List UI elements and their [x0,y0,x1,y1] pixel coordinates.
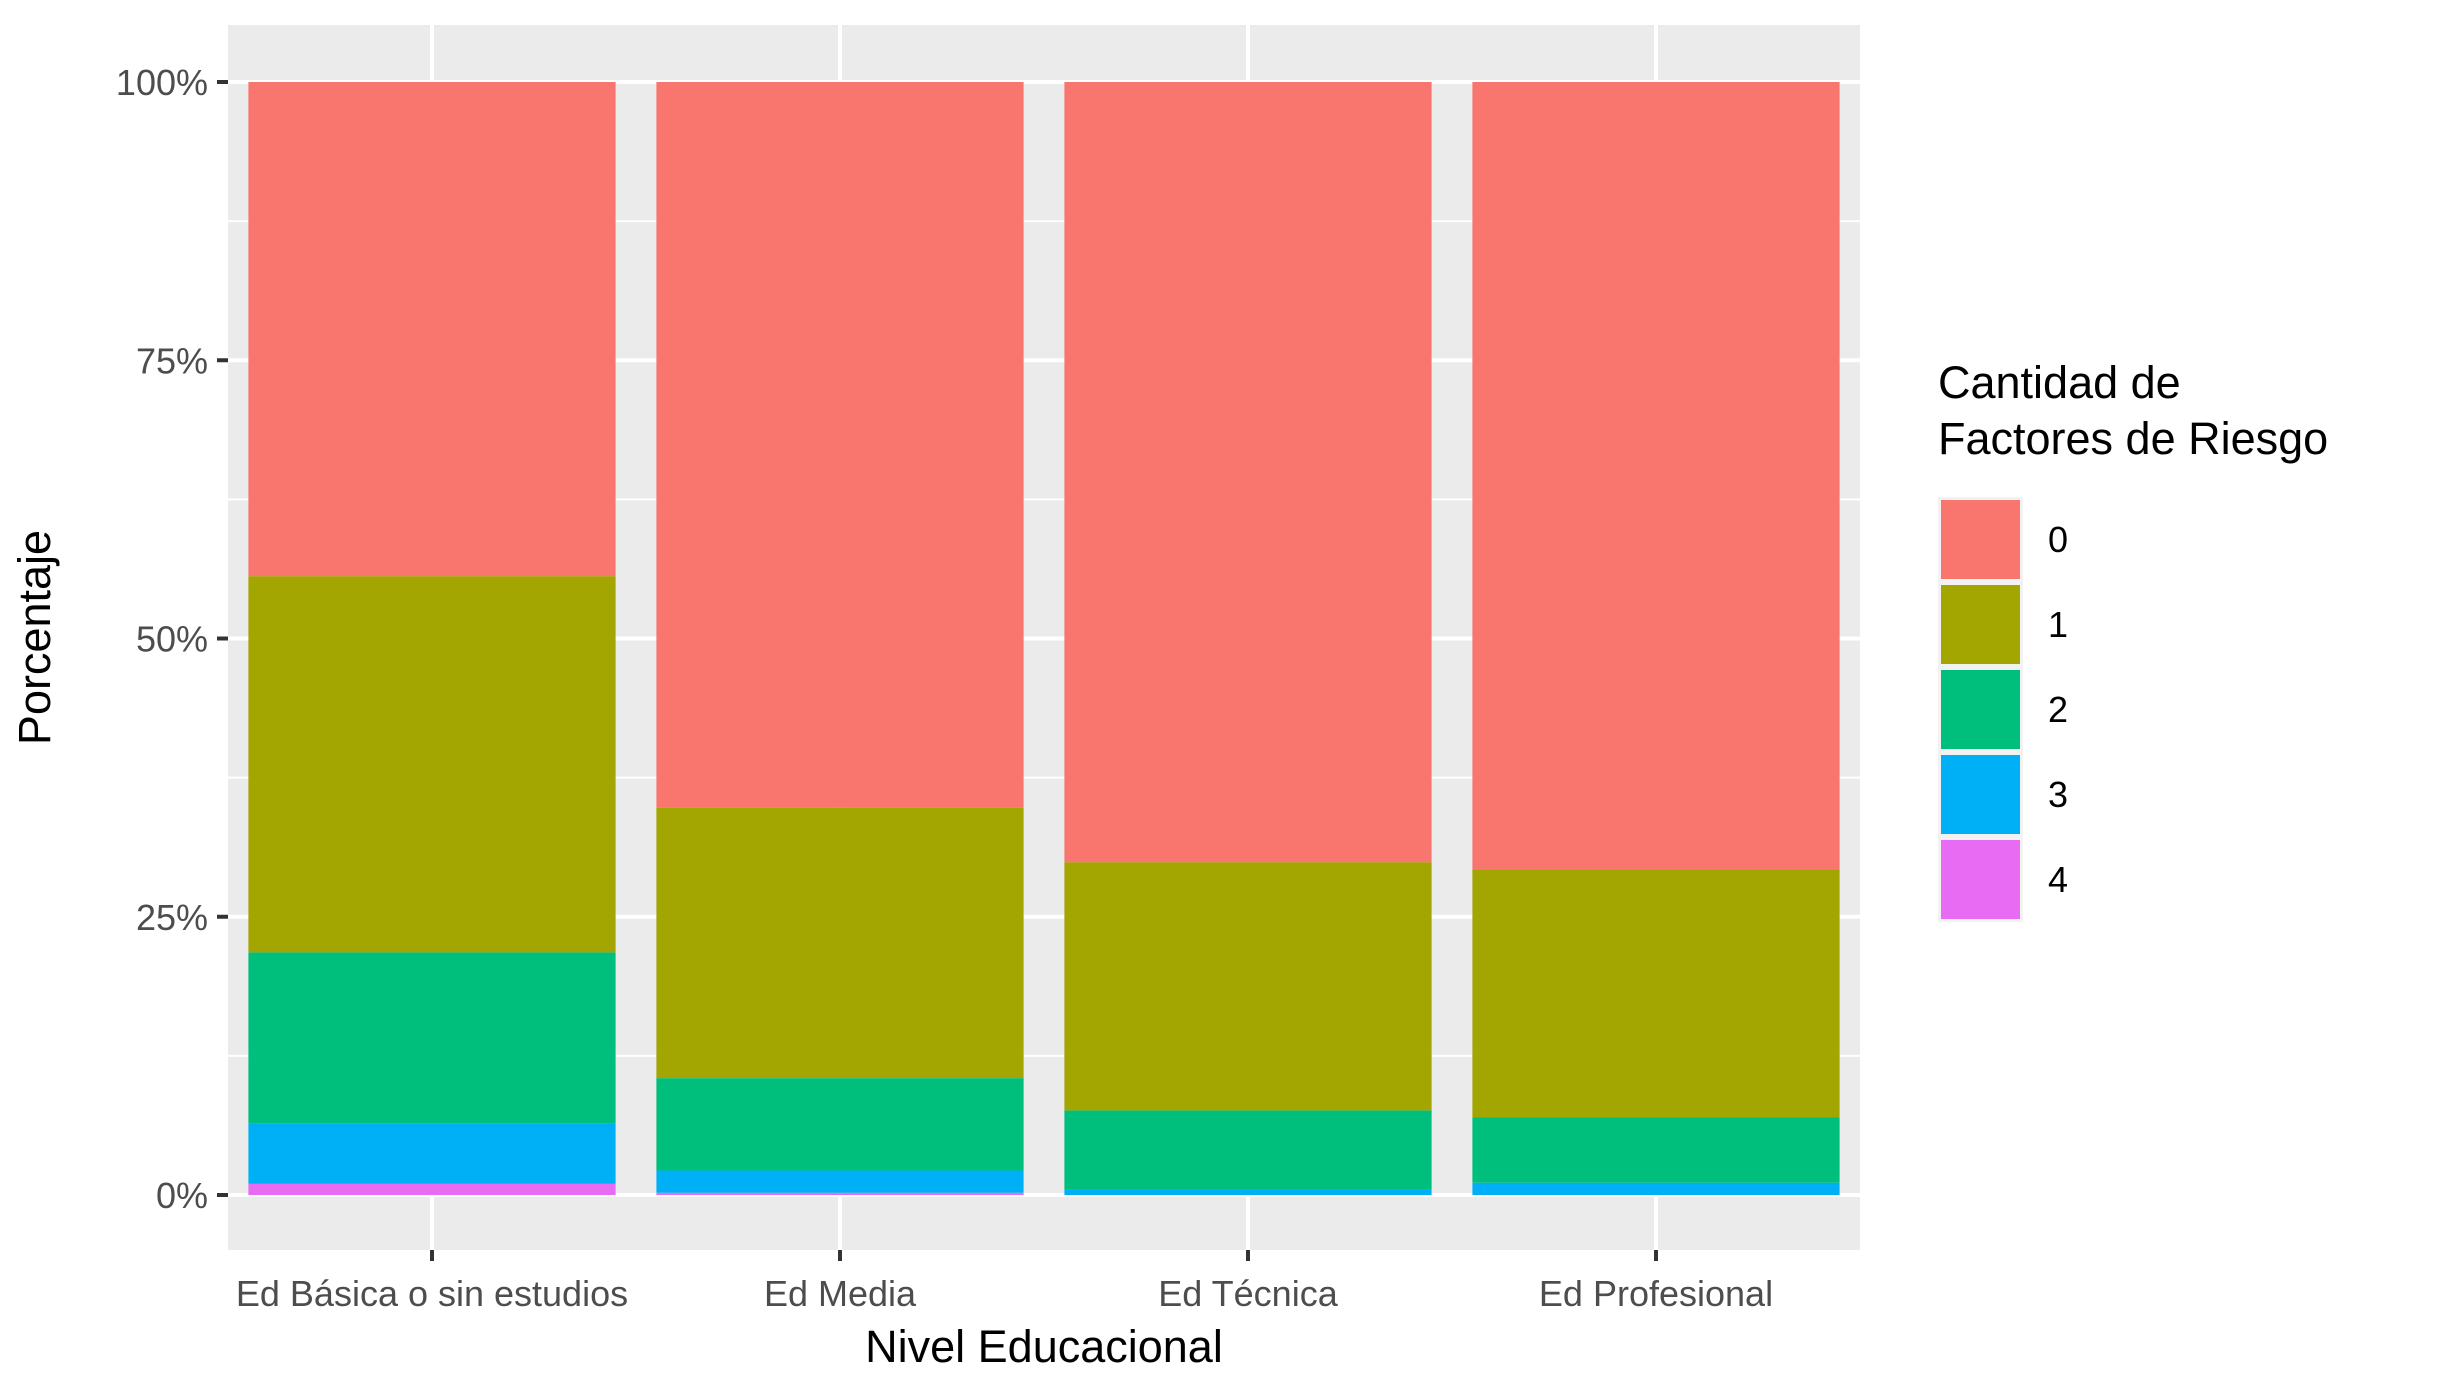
legend-label: 4 [2048,859,2068,900]
bar-segment-1 [1472,870,1840,1118]
bar-segment-4 [248,1183,616,1195]
bar-segment-2 [248,952,616,1124]
bar-segment-1 [656,807,1024,1079]
bar-segment-0 [1064,82,1432,863]
y-tick-label: 75% [136,340,208,381]
x-axis: Ed Básica o sin estudios Ed Media Ed Técni… [236,1250,1773,1314]
y-axis-title: Porcentaje [9,530,60,745]
y-axis: 0% 25% 50% 75% 100% [116,62,228,1216]
bar-segment-0 [656,82,1024,808]
x-axis-title: Nivel Educacional [865,1321,1223,1372]
bars [248,82,1840,1195]
legend-swatch-3 [1941,755,2020,834]
y-tick-label: 100% [116,62,208,103]
legend-swatch-2 [1941,670,2020,749]
legend-swatch-1 [1941,585,2020,664]
bar-segment-4 [656,1192,1024,1195]
legend-label: 1 [2048,604,2068,645]
bar-segment-0 [1472,82,1840,871]
y-tick-label: 25% [136,897,208,938]
bar-segment-2 [1064,1110,1432,1190]
y-tick-label: 50% [136,619,208,660]
legend-title: Factores de Riesgo [1938,413,2328,464]
bar-segment-3 [1064,1189,1432,1195]
legend-label: 2 [2048,689,2068,730]
bar-segment-1 [1064,862,1432,1111]
x-tick-label: Ed Básica o sin estudios [236,1273,628,1314]
bar-segment-0 [248,82,616,577]
bar-segment-3 [248,1123,616,1184]
bar-segment-3 [656,1170,1024,1193]
y-tick-label: 0% [156,1175,208,1216]
x-tick-label: Ed Profesional [1539,1273,1773,1314]
bar-segment-1 [248,576,616,953]
bar-segment-2 [1472,1117,1840,1183]
legend-swatch-4 [1941,840,2020,919]
legend-label: 3 [2048,774,2068,815]
legend-swatch-0 [1941,500,2020,579]
bar-segment-3 [1472,1182,1840,1195]
legend-title: Cantidad de [1938,357,2181,408]
legend-label: 0 [2048,519,2068,560]
bar-segment-2 [656,1078,1024,1171]
x-tick-label: Ed Técnica [1158,1273,1338,1314]
x-tick-label: Ed Media [764,1273,917,1314]
